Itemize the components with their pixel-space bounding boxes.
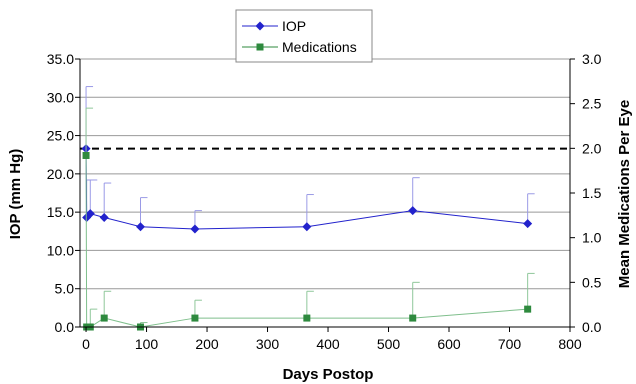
data-point-medications bbox=[100, 314, 108, 322]
axes bbox=[75, 58, 575, 332]
y-right-tick-label: 2.0 bbox=[582, 140, 602, 156]
data-point-medications bbox=[409, 314, 417, 322]
tick-labels: 0.0 5.0 10.0 15.0 20.0 25.0 30.0 35.0 0.0 0.5 1.0 1… bbox=[47, 51, 602, 352]
legend-iop-label: IOP bbox=[282, 18, 306, 34]
data-point-iop bbox=[135, 222, 145, 232]
x-tick-label: 600 bbox=[437, 336, 461, 352]
data-point-iop bbox=[302, 222, 312, 232]
data-point-medications bbox=[191, 314, 199, 322]
x-tick-label: 300 bbox=[256, 336, 280, 352]
grid-lines bbox=[80, 58, 570, 328]
legend-item-medications: Medications bbox=[242, 39, 357, 55]
y-left-tick-label: 35.0 bbox=[47, 51, 74, 67]
data-point-iop bbox=[99, 213, 109, 223]
y-right-tick-label: 1.0 bbox=[582, 230, 602, 246]
data-point-iop bbox=[190, 224, 200, 234]
legend-medications-marker bbox=[256, 43, 264, 51]
y-left-tick-label: 5.0 bbox=[55, 281, 75, 297]
x-tick-label: 400 bbox=[316, 336, 340, 352]
y-left-tick-label: 0.0 bbox=[55, 319, 75, 335]
y-right-tick-label: 3.0 bbox=[582, 51, 602, 67]
x-axis-title: Days Postop bbox=[283, 366, 374, 383]
data-point-medications bbox=[82, 151, 90, 159]
x-tick-label: 700 bbox=[498, 336, 522, 352]
legend-iop-marker bbox=[255, 21, 265, 31]
y-right-tick-label: 1.5 bbox=[582, 185, 602, 201]
left-axis-title: IOP (mm Hg) bbox=[7, 149, 24, 240]
legend-item-iop: IOP bbox=[242, 18, 306, 34]
y-left-tick-label: 10.0 bbox=[47, 242, 74, 258]
data-point-iop bbox=[85, 209, 95, 219]
y-right-tick-label: 2.5 bbox=[582, 96, 602, 112]
x-tick-label: 0 bbox=[82, 336, 90, 352]
y-right-tick-label: 0.5 bbox=[582, 274, 602, 290]
y-right-tick-label: 0.0 bbox=[582, 319, 602, 335]
y-left-tick-label: 15.0 bbox=[47, 204, 74, 220]
legend-medications-label: Medications bbox=[282, 39, 357, 55]
right-axis-title: Mean Medications Per Eye bbox=[616, 100, 633, 288]
legend: IOP Medications bbox=[235, 9, 373, 63]
y-left-tick-label: 25.0 bbox=[47, 128, 74, 144]
x-tick-label: 200 bbox=[195, 336, 219, 352]
x-tick-label: 500 bbox=[377, 336, 401, 352]
y-left-tick-label: 20.0 bbox=[47, 166, 74, 182]
data-point-medications bbox=[524, 305, 532, 313]
y-left-tick-label: 30.0 bbox=[47, 89, 74, 105]
x-tick-label: 100 bbox=[135, 336, 159, 352]
data-point-iop bbox=[408, 206, 418, 216]
x-tick-label: 800 bbox=[558, 336, 582, 352]
data-point-medications bbox=[303, 314, 311, 322]
legend-box bbox=[235, 9, 373, 63]
data-point-iop bbox=[523, 219, 533, 229]
series-layer bbox=[81, 86, 535, 331]
